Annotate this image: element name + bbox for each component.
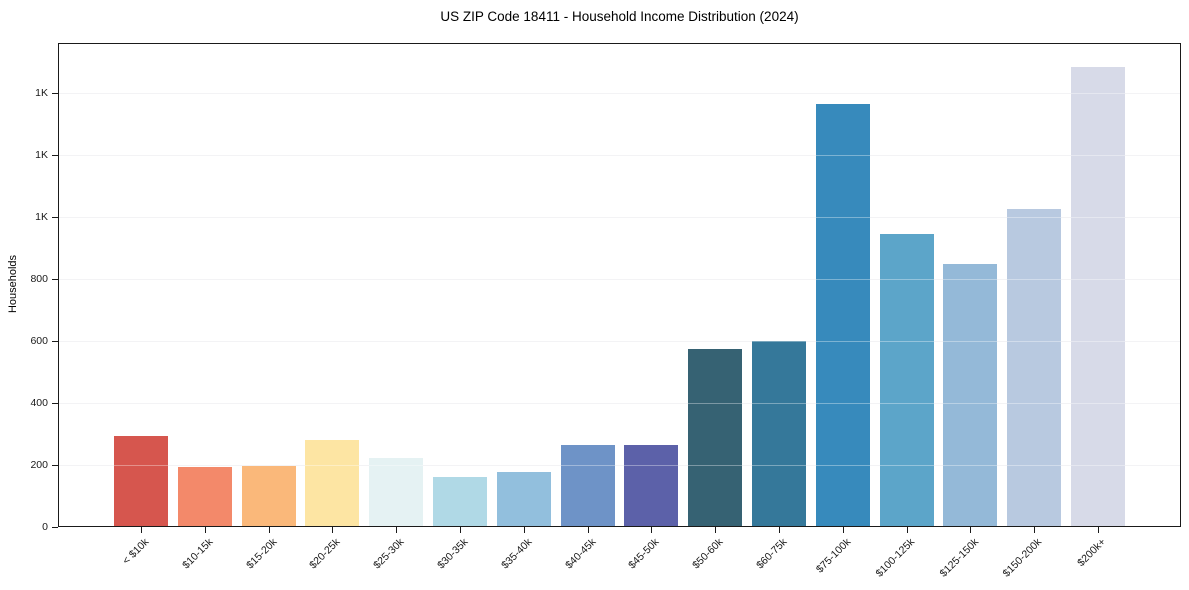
y-tick-mark (52, 92, 58, 94)
y-tick-mark (52, 278, 58, 280)
x-tick-mark (140, 527, 142, 533)
y-tick-mark (52, 340, 58, 342)
x-tick-mark (523, 527, 525, 533)
bar-$150-200k (1007, 208, 1062, 526)
chart-title: US ZIP Code 18411 - Household Income Dis… (440, 9, 799, 24)
y-tick-label: 600 (30, 334, 48, 347)
y-tick-mark (52, 402, 58, 404)
x-tick-mark (906, 527, 908, 533)
x-tick-label: $100-125k (873, 536, 917, 580)
gridline-overlay (59, 402, 1180, 404)
x-tick-label: $10-15k (179, 536, 216, 572)
x-tick-label: $35-40k (498, 536, 535, 572)
x-tick-mark (1097, 527, 1099, 533)
bar-< $10k (113, 436, 168, 526)
x-tick-label: $20-25k (307, 536, 343, 572)
y-tick-label: 400 (30, 396, 48, 409)
x-tick-label: < $10k (120, 536, 152, 567)
bar-$125-150k (943, 263, 998, 526)
y-tick-mark (52, 464, 58, 466)
y-tick-mark (52, 154, 58, 156)
gridline-overlay (59, 464, 1180, 466)
bar-$40-45k (560, 445, 615, 526)
bar-$15-20k (241, 465, 296, 526)
x-tick-mark (459, 527, 461, 533)
plot-area (58, 43, 1181, 527)
x-tick-mark (204, 527, 206, 533)
x-tick-label: $40-45k (562, 536, 598, 572)
gridline (59, 464, 1180, 466)
gridline (59, 154, 1180, 156)
y-tick-label: 200 (30, 458, 48, 471)
y-tick-label: 0 (42, 521, 48, 533)
bar-$50-60k (688, 348, 743, 526)
bar-$200k+ (1070, 66, 1125, 526)
y-tick-label: 800 (30, 272, 48, 285)
y-tick-label: 1K (35, 148, 48, 161)
y-tick-mark (52, 527, 58, 528)
gridline (59, 402, 1180, 404)
bar-$35-40k (496, 471, 551, 526)
x-tick-mark (268, 527, 270, 533)
x-tick-mark (396, 527, 398, 533)
bar-$75-100k (815, 104, 870, 526)
x-tick-mark (715, 527, 717, 533)
x-tick-label: $25-30k (371, 536, 407, 572)
gridline-overlay (59, 154, 1180, 156)
gridline (59, 278, 1180, 280)
gridline-overlay (59, 216, 1180, 218)
bar-$45-50k (624, 445, 679, 526)
bar-$60-75k (751, 341, 806, 526)
x-tick-mark (332, 527, 334, 533)
gridline-overlay (59, 340, 1180, 342)
x-tick-mark (1034, 527, 1036, 533)
y-tick-label: 1K (35, 86, 48, 99)
x-tick-label: $15-20k (243, 536, 279, 572)
x-tick-label: $60-75k (754, 536, 790, 572)
gridline (59, 340, 1180, 342)
x-tick-mark (587, 527, 589, 533)
gridline (59, 216, 1180, 218)
x-tick-mark (970, 527, 972, 533)
gridline-overlay (59, 92, 1180, 94)
x-tick-label: $45-50k (626, 536, 662, 572)
x-tick-label: $150-200k (1001, 536, 1045, 580)
x-tick-label: $125-150k (937, 536, 981, 580)
x-tick-label: $75-100k (813, 536, 854, 576)
bar-$20-25k (305, 439, 360, 526)
y-tick-mark (52, 216, 58, 218)
y-axis-label: Households (7, 254, 19, 314)
bar-$25-30k (369, 457, 424, 526)
x-tick-label: $200k+ (1075, 536, 1109, 570)
bar-$100-125k (879, 234, 934, 526)
x-tick-label: $30-35k (435, 536, 471, 572)
x-tick-mark (651, 527, 653, 533)
gridline-overlay (59, 278, 1180, 280)
y-tick-label: 1K (35, 210, 48, 223)
gridline (59, 92, 1180, 94)
x-tick-mark (778, 527, 780, 533)
bar-$30-35k (432, 476, 487, 526)
x-tick-label: $50-60k (690, 536, 726, 572)
x-tick-mark (842, 527, 844, 533)
bar-$10-15k (177, 467, 232, 526)
